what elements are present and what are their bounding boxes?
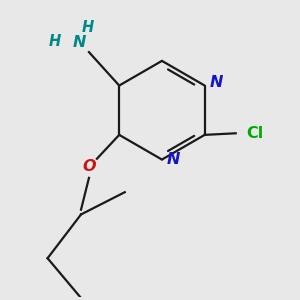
Text: N: N (72, 35, 86, 50)
Text: N: N (209, 75, 223, 90)
Text: N: N (167, 152, 180, 167)
Text: H: H (82, 20, 94, 34)
Text: Cl: Cl (246, 126, 263, 141)
Text: H: H (49, 34, 61, 49)
Text: O: O (82, 159, 96, 174)
